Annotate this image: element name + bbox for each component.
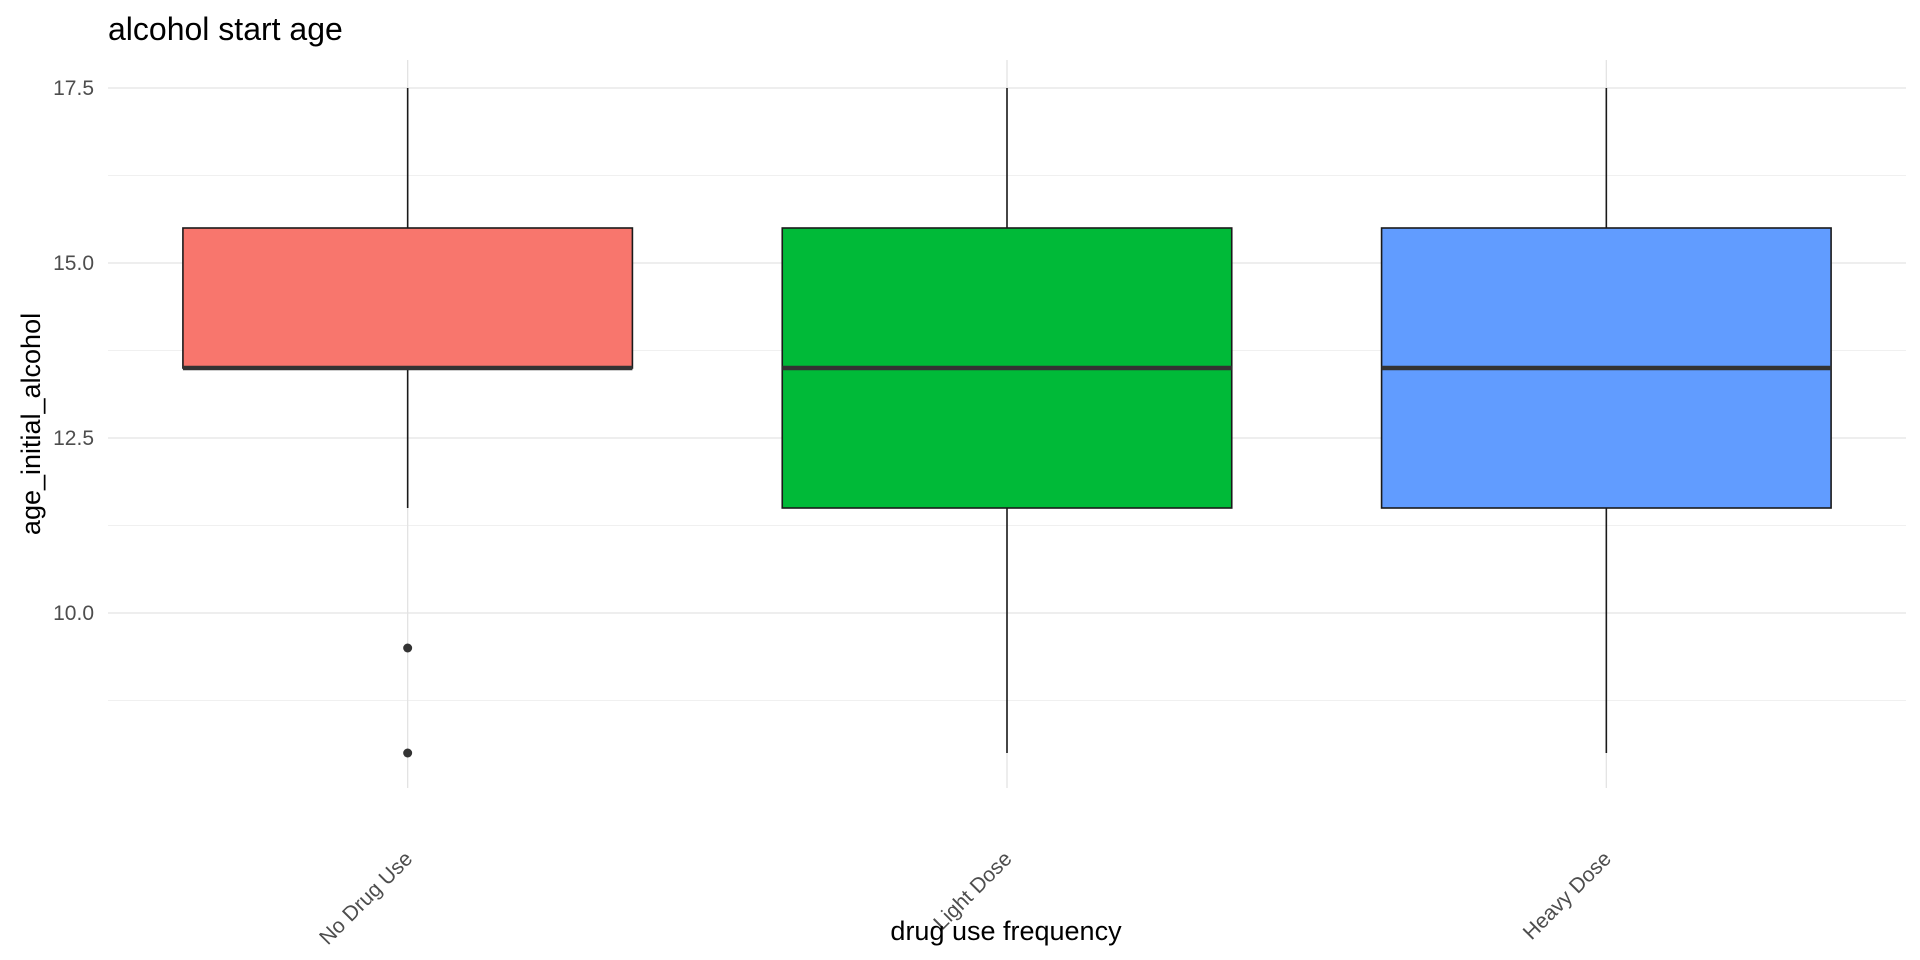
y-tick-label: 10.0 — [53, 602, 94, 625]
box-group — [182, 88, 634, 758]
y-tick-labels: 10.0 12.5 15.0 17.5 — [53, 77, 94, 625]
box-rect — [182, 227, 634, 369]
outlier-point — [403, 643, 413, 653]
chart-title: alcohol start age — [108, 11, 343, 47]
x-tick-label: Heavy Dose — [1519, 847, 1616, 944]
y-tick-label: 15.0 — [53, 252, 94, 275]
box-group — [781, 88, 1233, 753]
outlier-point — [403, 748, 413, 758]
x-axis-title: drug use frequency — [890, 916, 1122, 946]
y-axis-title: age_initial_alcohol — [16, 313, 46, 535]
y-tick-label: 17.5 — [53, 77, 94, 100]
box-group — [1380, 88, 1832, 753]
y-tick-label: 12.5 — [53, 427, 94, 450]
box-layer — [182, 88, 1832, 758]
x-tick-label: No Drug Use — [315, 847, 417, 949]
